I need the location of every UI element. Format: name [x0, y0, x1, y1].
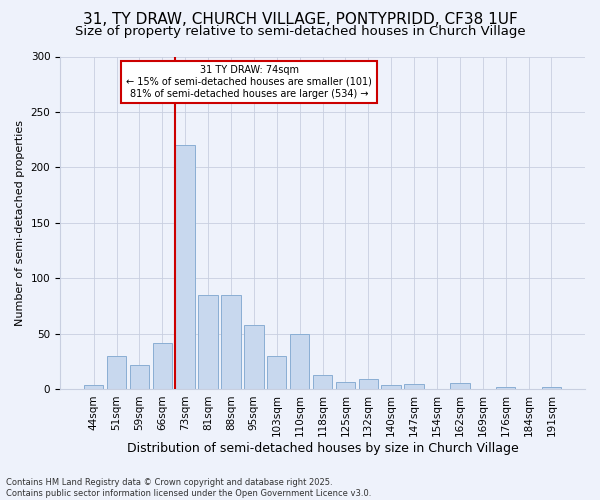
Text: Contains HM Land Registry data © Crown copyright and database right 2025.
Contai: Contains HM Land Registry data © Crown c…: [6, 478, 371, 498]
Bar: [542, 387, 561, 390]
Bar: [404, 384, 424, 390]
Bar: [382, 385, 401, 390]
Bar: [496, 387, 515, 390]
Bar: [84, 385, 103, 390]
Bar: [244, 325, 263, 390]
Bar: [130, 365, 149, 390]
Bar: [450, 383, 470, 390]
Bar: [359, 380, 378, 390]
Bar: [221, 295, 241, 390]
X-axis label: Distribution of semi-detached houses by size in Church Village: Distribution of semi-detached houses by …: [127, 442, 518, 455]
Text: 31, TY DRAW, CHURCH VILLAGE, PONTYPRIDD, CF38 1UF: 31, TY DRAW, CHURCH VILLAGE, PONTYPRIDD,…: [83, 12, 517, 28]
Bar: [107, 356, 126, 390]
Y-axis label: Number of semi-detached properties: Number of semi-detached properties: [15, 120, 25, 326]
Bar: [267, 356, 286, 390]
Bar: [335, 382, 355, 390]
Text: Size of property relative to semi-detached houses in Church Village: Size of property relative to semi-detach…: [74, 25, 526, 38]
Bar: [152, 343, 172, 390]
Bar: [175, 146, 195, 390]
Bar: [313, 375, 332, 390]
Bar: [290, 334, 310, 390]
Bar: [199, 295, 218, 390]
Text: 31 TY DRAW: 74sqm
← 15% of semi-detached houses are smaller (101)
81% of semi-de: 31 TY DRAW: 74sqm ← 15% of semi-detached…: [127, 66, 372, 98]
